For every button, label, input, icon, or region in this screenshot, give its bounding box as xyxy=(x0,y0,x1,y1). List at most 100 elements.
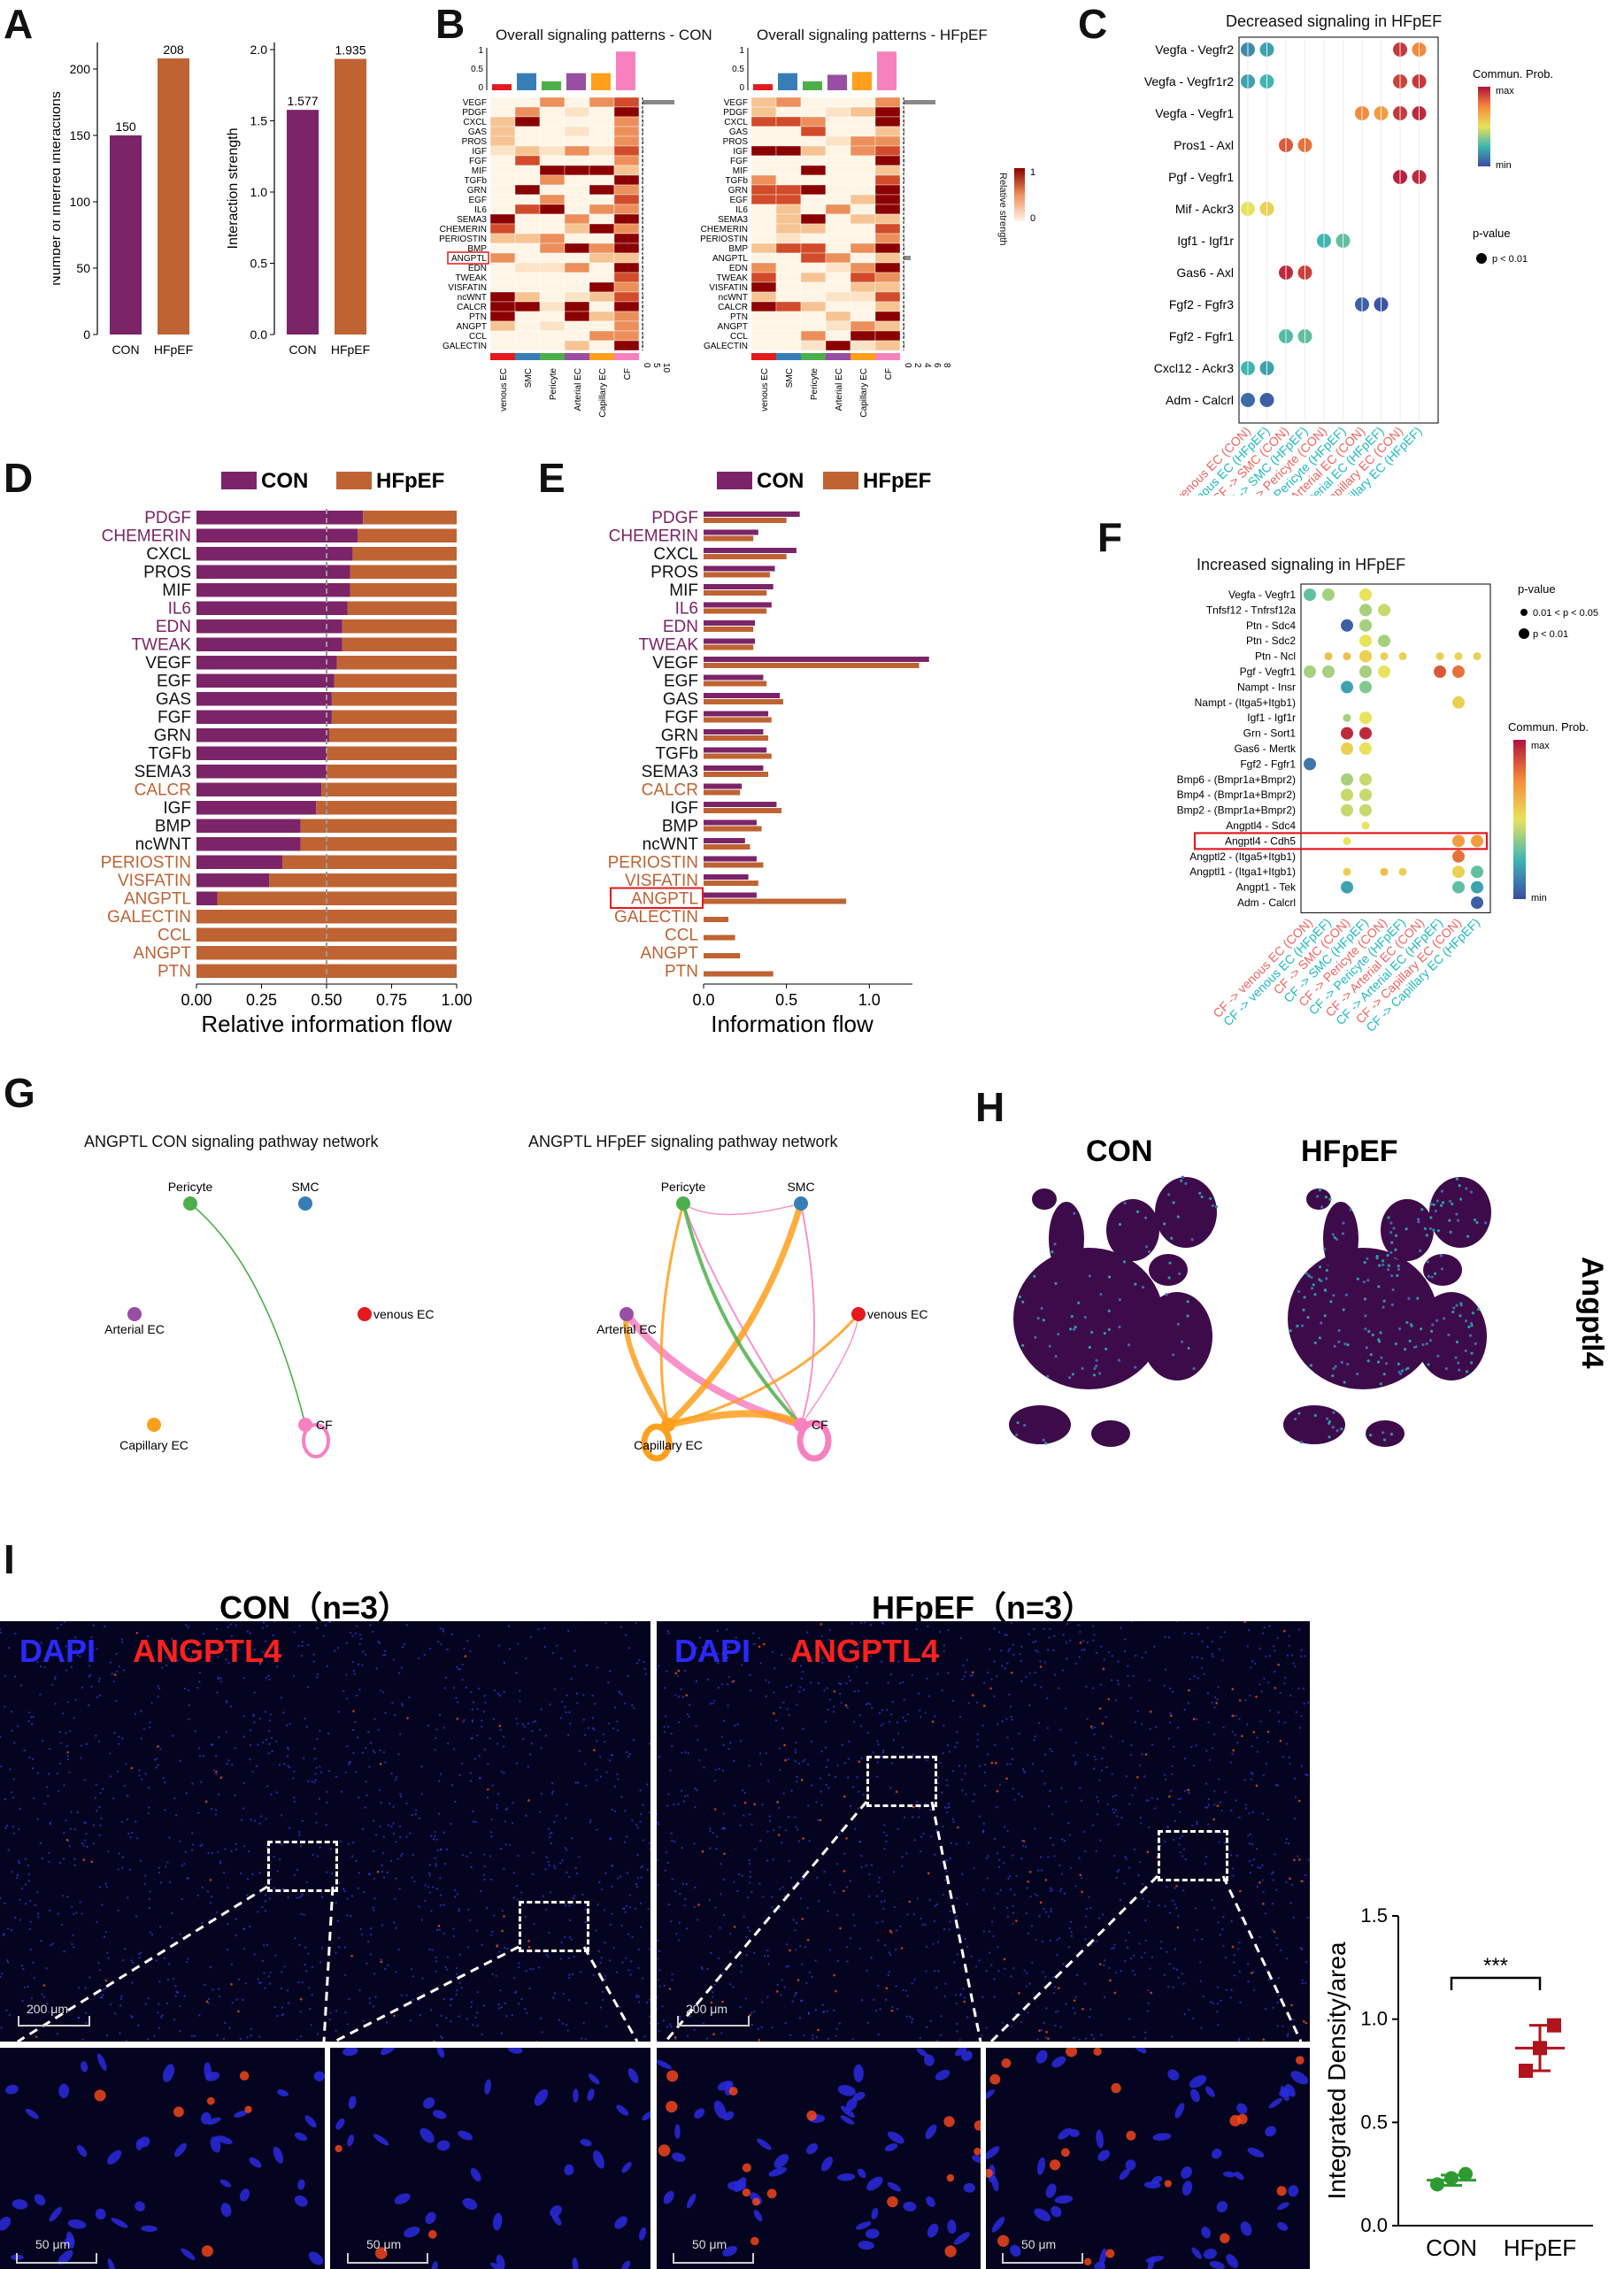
angptl4-signal xyxy=(1164,2180,1172,2188)
nucleus xyxy=(196,1894,199,1896)
b-con-row-label: TWEAK xyxy=(455,273,487,283)
nucleus xyxy=(859,1641,862,1644)
nucleus xyxy=(466,1855,468,1858)
nucleus xyxy=(184,1850,187,1853)
b-hfpef-row-label: FGF xyxy=(730,157,748,166)
b-con-cell xyxy=(613,281,640,293)
nucleus xyxy=(405,1835,408,1838)
nucleus xyxy=(873,1998,875,2001)
f-row-label: Igf1 - Igf1r xyxy=(1247,711,1296,724)
h-con-cell-dot xyxy=(1092,1373,1097,1377)
g-hfpef-node xyxy=(794,1196,808,1211)
b-hfpef-cell xyxy=(874,272,901,283)
angptl4-signal xyxy=(1239,1889,1242,1893)
nucleus xyxy=(373,1850,375,1853)
nucleus xyxy=(57,1912,59,1915)
f-row-label: Ptn - Ncl xyxy=(1255,650,1296,663)
nucleus xyxy=(841,1743,844,1746)
nucleus xyxy=(1229,1996,1232,1999)
nucleus xyxy=(467,1908,470,1911)
nucleus xyxy=(1043,1782,1046,1785)
b-con-col-label: Capillary EC xyxy=(598,368,608,418)
f-dot xyxy=(1359,681,1372,694)
nucleus xyxy=(258,1872,261,1874)
nucleus xyxy=(1300,1715,1303,1718)
nucleus xyxy=(705,2037,709,2040)
h-hfpef-cell-dot xyxy=(1332,1294,1335,1297)
nucleus xyxy=(293,1631,296,1634)
h-con-cell-dot xyxy=(1209,1196,1212,1201)
nucleus xyxy=(702,1646,704,1649)
nucleus xyxy=(173,1797,176,1800)
b-con-cell xyxy=(613,213,640,225)
nucleus xyxy=(1020,1659,1023,1662)
nucleus xyxy=(827,1910,829,1912)
b-hfpef-cell xyxy=(775,184,802,196)
nucleus xyxy=(491,1930,494,1933)
nucleus xyxy=(17,1725,19,1727)
nucleus xyxy=(1005,1634,1008,1636)
nucleus xyxy=(140,1737,143,1740)
nucleus xyxy=(1107,1651,1111,1654)
angptl4-signal xyxy=(817,2028,820,2032)
stain-dapi-con: DAPI xyxy=(19,1633,96,1669)
nucleus xyxy=(736,1723,739,1726)
nucleus xyxy=(1098,1779,1101,1781)
nucleus xyxy=(188,1704,190,1707)
h-con-cell-dot xyxy=(1099,1292,1103,1296)
nucleus xyxy=(496,1804,498,1806)
nucleus xyxy=(478,1634,481,1637)
f-dot xyxy=(1452,865,1465,879)
nucleus xyxy=(1266,1741,1269,1743)
nucleus xyxy=(218,1793,220,1796)
i-title-con: CON（n=3） xyxy=(219,1589,411,1626)
nucleus xyxy=(715,1848,718,1850)
nucleus xyxy=(1222,1944,1225,1948)
b-hfpef-cell xyxy=(775,281,802,293)
nucleus xyxy=(1099,2248,1107,2267)
nucleus xyxy=(162,1777,165,1780)
nucleus xyxy=(307,1780,310,1782)
nucleus xyxy=(515,1672,518,1674)
nucleus xyxy=(81,2061,89,2073)
nucleus xyxy=(33,1976,35,1980)
nucleus xyxy=(989,1951,991,1954)
nucleus xyxy=(198,1755,202,1758)
d-row-label: GALECTIN xyxy=(107,908,191,927)
b-hfpef-cell xyxy=(775,272,802,283)
nucleus xyxy=(750,2023,753,2027)
nucleus xyxy=(19,1919,22,1921)
nucleus xyxy=(269,1878,273,1881)
h-con-cell-dot xyxy=(1190,1238,1194,1242)
nucleus xyxy=(1134,1973,1136,1976)
b-con-cell xyxy=(613,223,640,235)
nucleus xyxy=(497,2003,500,2006)
nucleus xyxy=(1113,1855,1116,1858)
nucleus xyxy=(88,1704,90,1707)
nucleus xyxy=(171,1911,173,1915)
nucleus xyxy=(858,1714,861,1717)
angptl4-signal xyxy=(1098,1963,1102,1965)
nucleus xyxy=(27,1864,30,1866)
angptl4-signal xyxy=(1241,1734,1243,1738)
e-xtick-label: 0.0 xyxy=(692,991,714,1009)
nucleus xyxy=(1068,1834,1072,1836)
nucleus xyxy=(826,2010,829,2012)
nucleus xyxy=(866,1969,868,1972)
h-con-cell-dot xyxy=(1123,1202,1127,1205)
nucleus xyxy=(104,1987,107,1989)
nucleus xyxy=(806,1763,810,1766)
nucleus xyxy=(819,1777,822,1780)
nucleus xyxy=(930,1835,933,1838)
h-hfpef-cell-dot xyxy=(1458,1368,1461,1372)
nucleus xyxy=(976,1739,979,1742)
nucleus xyxy=(620,1924,623,1927)
nucleus xyxy=(989,1648,991,1650)
h-con-cluster xyxy=(1032,1188,1057,1210)
nucleus xyxy=(1081,1649,1083,1651)
nucleus xyxy=(759,1840,762,1842)
nucleus xyxy=(890,1713,893,1716)
nucleus xyxy=(1275,1943,1278,1946)
b-con-cell xyxy=(613,165,640,176)
nucleus xyxy=(1060,1873,1063,1875)
